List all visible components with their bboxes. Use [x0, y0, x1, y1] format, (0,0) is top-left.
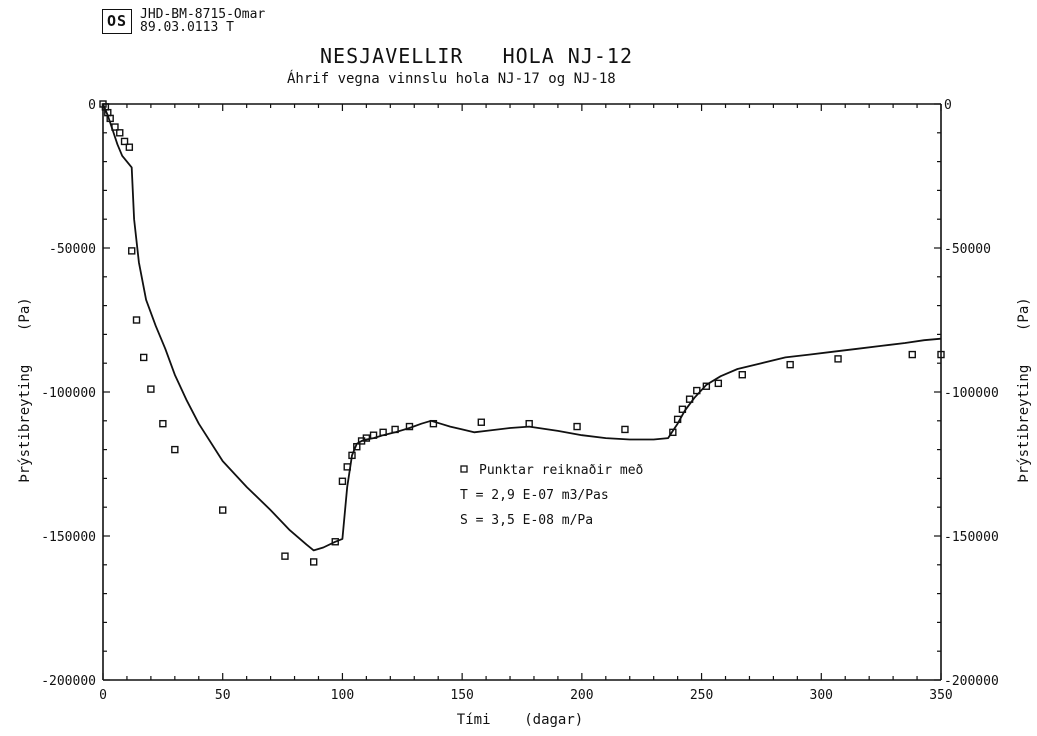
data-point: [937, 350, 945, 359]
data-point: [125, 143, 134, 151]
stamp-date: 89.03.0113 T: [140, 20, 234, 35]
data-point: [106, 114, 114, 123]
data-point: [120, 137, 129, 146]
data-point: [369, 431, 378, 439]
stamp-code: JHD-BM-8715-Omar: [140, 7, 266, 22]
simulated-pressure-line: [102, 103, 942, 552]
data-point: [128, 247, 136, 255]
data-point: [116, 129, 124, 137]
x-tick-label: 100: [331, 688, 354, 703]
y-tick-label-left: -50000: [49, 242, 96, 257]
data-point: [353, 443, 361, 451]
logo-stamp: OS: [102, 9, 132, 34]
legend-label: Punktar reiknaðir með: [479, 463, 643, 478]
x-tick-label: 350: [929, 688, 952, 703]
tick-labels: 0 50 100 150 200 250 300 350 0 0 -50000 -50000 -1000…: [41, 98, 999, 703]
data-point: [702, 382, 711, 390]
data-point: [111, 123, 119, 131]
data-point: [147, 385, 155, 393]
x-axis-label: Tími (dagar): [457, 712, 583, 728]
data-point: [908, 350, 916, 359]
x-tick-label: 200: [570, 688, 593, 703]
computed-points: [99, 100, 945, 566]
data-point: [281, 552, 289, 560]
simulated-curve: [102, 103, 942, 552]
data-point: [669, 428, 677, 437]
legend: Punktar reiknaðir með T = 2,9 E-07 m3/Pa…: [460, 463, 643, 528]
x-tick-label: 0: [99, 688, 107, 703]
logo-text: OS: [106, 12, 128, 30]
data-point: [140, 353, 148, 362]
data-point: [573, 422, 581, 431]
data-point: [132, 316, 141, 324]
y-tick-label-left: -100000: [41, 386, 96, 401]
data-point: [673, 415, 682, 424]
y-tick-label-right: 0: [944, 98, 952, 113]
x-tick-label: 300: [810, 688, 833, 703]
data-point: [429, 419, 438, 428]
y-tick-label-left: -150000: [41, 530, 96, 545]
data-point: [362, 434, 371, 442]
axes: [102, 103, 942, 681]
x-tick-label: 50: [215, 688, 231, 703]
data-point: [678, 405, 687, 413]
y-axis-label-right: Þrýstibreyting (Pa): [1016, 297, 1032, 482]
data-point: [525, 419, 533, 428]
data-point: [343, 463, 351, 471]
legend-marker: [460, 465, 468, 473]
y-tick-label-right: -50000: [944, 242, 991, 257]
data-point: [331, 538, 339, 546]
data-point: [834, 355, 842, 363]
data-point: [405, 422, 414, 431]
data-point: [685, 395, 694, 403]
data-point: [693, 386, 701, 395]
data-point: [309, 558, 318, 566]
data-point: [621, 425, 629, 434]
y-tick-label-right: -150000: [944, 530, 999, 545]
data-point: [738, 371, 746, 379]
data-point: [348, 451, 356, 460]
x-tick-label: 150: [450, 688, 473, 703]
data-point: [338, 477, 347, 485]
x-tick-label: 250: [690, 688, 713, 703]
data-point: [171, 445, 179, 454]
data-point: [786, 360, 794, 369]
data-point: [714, 379, 723, 388]
y-tick-label-left: 0: [88, 98, 96, 113]
y-tick-label-right: -200000: [944, 674, 999, 689]
data-point: [391, 425, 399, 434]
data-point: [379, 428, 387, 437]
annotation-storativity: S = 3,5 E-08 m/Pa: [460, 513, 593, 528]
data-point: [477, 418, 485, 426]
data-point: [219, 506, 227, 514]
chart-title: NESJAVELLIR HOLA NJ-12: [320, 44, 633, 68]
y-axis-label: Þrýstibreyting (Pa): [17, 297, 33, 482]
annotation-transmissivity: T = 2,9 E-07 m3/Pas: [460, 488, 609, 503]
chart-subtitle: Áhrif vegna vinnslu hola NJ-17 og NJ-18: [287, 71, 616, 87]
data-point: [159, 419, 167, 428]
y-tick-label-left: -200000: [41, 674, 96, 689]
y-tick-label-right: -100000: [944, 386, 999, 401]
